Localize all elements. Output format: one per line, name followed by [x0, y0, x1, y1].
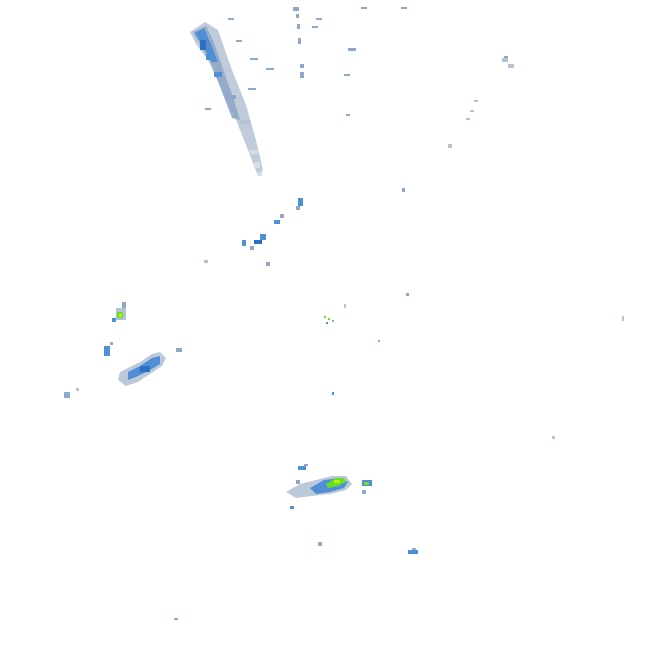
west-cell-small	[112, 302, 126, 322]
southeast-small-cell	[174, 548, 418, 620]
north-radial-streak	[190, 22, 263, 176]
north-thin-echoes	[205, 7, 407, 116]
west-band	[64, 342, 182, 398]
northeast-speckles	[402, 56, 624, 439]
central-north-scatter	[204, 198, 303, 266]
radar-center-clutter	[324, 304, 380, 395]
south-cell-cluster	[286, 464, 372, 546]
